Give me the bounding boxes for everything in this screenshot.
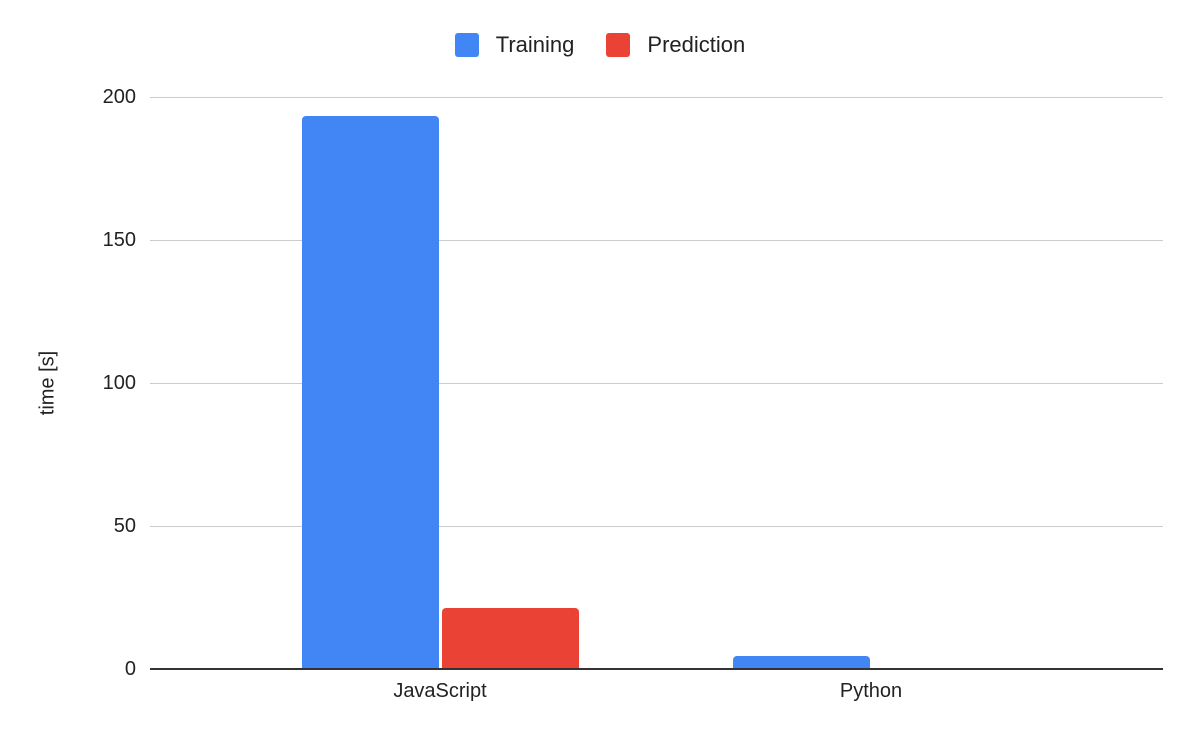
x-tick-javascript: JavaScript: [393, 680, 487, 702]
y-tick-200: 200: [102, 86, 136, 108]
bar-javascript-training[interactable]: [301, 115, 439, 669]
legend-label-training: Training: [495, 32, 575, 57]
gridline-50: [150, 526, 1163, 527]
y-axis-label: time [s]: [36, 350, 59, 416]
gridline-150: [150, 240, 1163, 241]
gridline-200: [150, 97, 1163, 98]
x-tick-python: Python: [839, 680, 903, 702]
x-axis-baseline: [150, 668, 1163, 670]
prediction-swatch-icon: [606, 33, 631, 57]
y-tick-50: 50: [113, 515, 136, 537]
y-tick-0: 0: [124, 658, 136, 680]
legend-item-training[interactable]: Training: [454, 32, 575, 58]
y-tick-150: 150: [102, 229, 136, 251]
legend-item-prediction[interactable]: Prediction: [606, 32, 745, 58]
y-tick-100: 100: [102, 372, 136, 394]
bar-javascript-prediction[interactable]: [441, 608, 579, 669]
gridline-100: [150, 383, 1163, 384]
legend-label-prediction: Prediction: [647, 32, 746, 57]
bar-python-training[interactable]: [732, 656, 870, 669]
chart-legend: Training Prediction: [0, 32, 1200, 58]
training-swatch-icon: [454, 33, 479, 57]
